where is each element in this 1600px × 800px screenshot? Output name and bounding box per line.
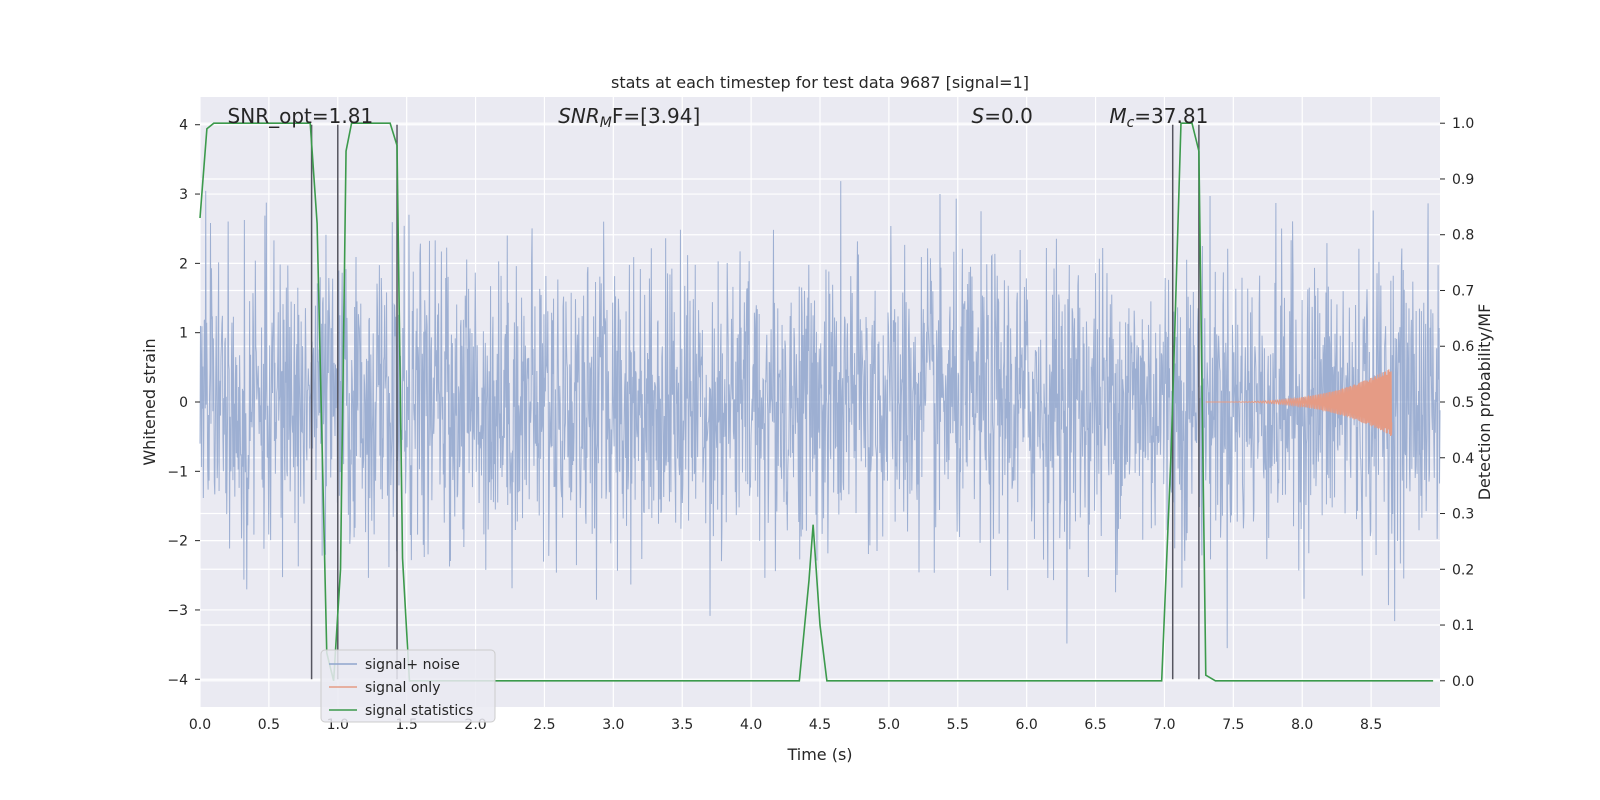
y2-tick-label: 0.8 [1452, 228, 1474, 244]
legend-box [320, 649, 496, 723]
y2-ticks: 1.0 0.9 0.8 0.7 0.6 0.5 0.4 0.3 0.2 0.1 0.0 [1440, 116, 1474, 690]
chart-title: stats at each timestep for test data 968… [611, 73, 1029, 92]
annotation-1: SNRMF=[3.94] [558, 104, 700, 131]
x-tick-label: 2.5 [533, 717, 555, 733]
x-tick-label: 7.5 [1222, 717, 1244, 733]
y2-tick-label: 0.0 [1452, 674, 1474, 690]
legend-label: signal+ noise [365, 657, 460, 673]
x-tick-label: 7.0 [1153, 717, 1175, 733]
x-tick-label: 3.5 [671, 717, 693, 733]
y2-tick-label: 0.1 [1452, 618, 1474, 634]
y-tick-label: −2 [167, 534, 188, 550]
y-tick-label: −3 [167, 603, 188, 619]
legend: signal+ noise signal only signal statistic… [320, 649, 496, 723]
y-tick-label: −1 [167, 464, 188, 480]
x-tick-label: 4.5 [809, 717, 831, 733]
annotation-3: Mc=37.81 [1109, 104, 1208, 131]
y2-tick-label: 0.7 [1452, 283, 1474, 299]
x-tick-label: 8.5 [1360, 717, 1382, 733]
y2-tick-label: 0.3 [1452, 507, 1474, 523]
y2-tick-label: 1.0 [1452, 116, 1474, 132]
chirp-line [1205, 369, 1393, 436]
legend-label: signal only [365, 680, 440, 696]
y2-tick-label: 0.9 [1452, 172, 1474, 188]
noise-line [199, 181, 1441, 649]
y2-axis-label: Detection probability/MF [1475, 304, 1494, 501]
legend-label: signal statistics [365, 703, 473, 719]
y-tick-label: 3 [179, 187, 188, 203]
y2-tick-label: 0.2 [1452, 562, 1474, 578]
annotation-2: S=0.0 [972, 104, 1033, 128]
y-tick-label: −4 [167, 672, 188, 688]
y2-tick-label: 0.6 [1452, 339, 1474, 355]
x-tick-label: 5.0 [878, 717, 900, 733]
y-tick-label: 0 [179, 395, 188, 411]
x-tick-label: 5.5 [947, 717, 969, 733]
y-ticks: 4 3 2 1 0 −1 −2 −3 −4 [167, 118, 200, 688]
y-tick-label: 2 [179, 256, 188, 272]
x-tick-label: 8.0 [1291, 717, 1313, 733]
y2-tick-label: 0.4 [1452, 451, 1474, 467]
x-tick-label: 0.0 [189, 717, 211, 733]
annotation-0: SNR_opt=1.81 [228, 104, 374, 128]
annotations: SNR_opt=1.81 SNRMF=[3.94] S=0.0 Mc=37.81 [228, 104, 1209, 131]
x-tick-label: 4.0 [740, 717, 762, 733]
x-tick-label: 3.0 [602, 717, 624, 733]
y-axis-label: Whitened strain [140, 338, 159, 465]
y-tick-label: 4 [179, 118, 188, 134]
x-axis-label: Time (s) [786, 745, 852, 764]
y2-tick-label: 0.5 [1452, 395, 1474, 411]
x-tick-label: 0.5 [258, 717, 280, 733]
noise-series [199, 181, 1441, 649]
signal-only-series [1205, 369, 1393, 436]
x-tick-label: 6.5 [1084, 717, 1106, 733]
x-tick-label: 6.0 [1016, 717, 1038, 733]
y-tick-label: 1 [179, 326, 188, 342]
